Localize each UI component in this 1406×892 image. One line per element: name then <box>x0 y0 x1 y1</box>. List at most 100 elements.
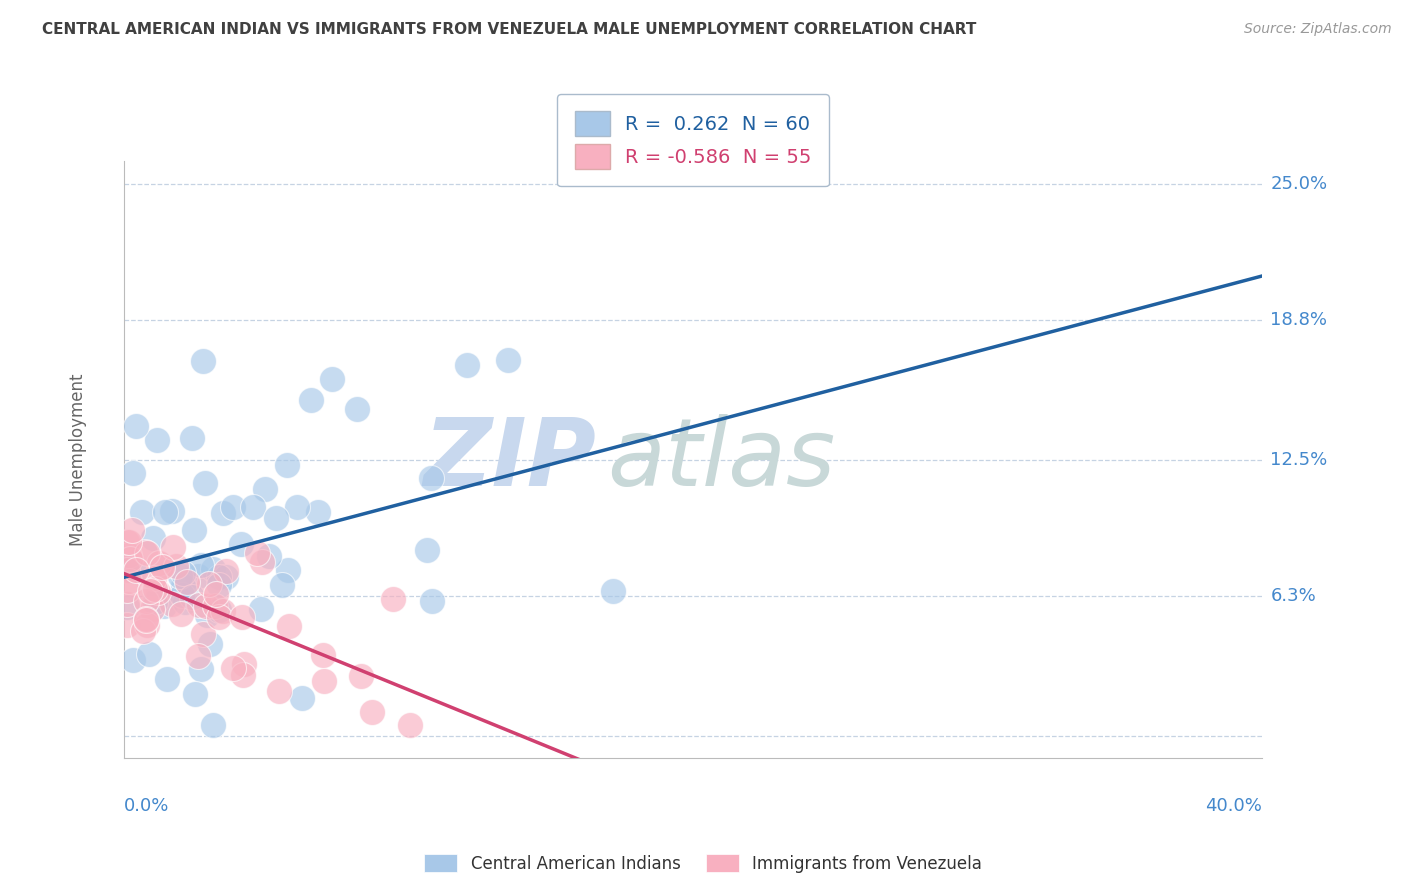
Point <box>266 511 288 525</box>
Text: 12.5%: 12.5% <box>1271 450 1327 468</box>
Point <box>174 595 197 609</box>
Point <box>205 586 228 600</box>
Point <box>215 565 238 579</box>
Point <box>115 597 138 611</box>
Point <box>420 594 443 608</box>
Point <box>190 558 212 572</box>
Point <box>117 549 139 563</box>
Point <box>232 668 254 682</box>
Point <box>194 599 217 613</box>
Point <box>207 609 229 624</box>
Point <box>207 603 229 617</box>
Point <box>115 617 138 632</box>
Point <box>420 470 443 484</box>
Point <box>346 402 368 417</box>
Point <box>231 537 253 551</box>
Point <box>120 552 142 566</box>
Point <box>138 583 160 598</box>
Point <box>276 458 298 472</box>
Point <box>201 717 224 731</box>
Point <box>135 612 157 626</box>
Point <box>290 691 312 706</box>
Point <box>150 560 173 574</box>
Point <box>277 619 299 633</box>
Point <box>115 563 138 577</box>
Point <box>181 590 204 604</box>
Point <box>165 559 187 574</box>
Point <box>143 570 166 584</box>
Point <box>184 687 207 701</box>
Point <box>183 524 205 538</box>
Point <box>277 563 299 577</box>
Text: 25.0%: 25.0% <box>1271 175 1327 193</box>
Point <box>142 531 165 545</box>
Point <box>259 549 281 563</box>
Legend: R =  0.262  N = 60, R = -0.586  N = 55: R = 0.262 N = 60, R = -0.586 N = 55 <box>557 94 830 186</box>
Point <box>312 674 335 689</box>
Point <box>204 599 226 614</box>
Point <box>602 584 624 599</box>
Text: Source: ZipAtlas.com: Source: ZipAtlas.com <box>1244 22 1392 37</box>
Text: 6.3%: 6.3% <box>1271 588 1316 606</box>
Point <box>208 578 231 592</box>
Point <box>118 574 141 588</box>
Point <box>214 570 236 584</box>
Point <box>169 568 191 582</box>
Point <box>131 505 153 519</box>
Point <box>242 500 264 515</box>
Point <box>254 483 277 497</box>
Point <box>191 626 214 640</box>
Point <box>115 583 138 598</box>
Point <box>250 602 273 616</box>
Text: CENTRAL AMERICAN INDIAN VS IMMIGRANTS FROM VENEZUELA MALE UNEMPLOYMENT CORRELATI: CENTRAL AMERICAN INDIAN VS IMMIGRANTS FR… <box>42 22 977 37</box>
Point <box>381 592 404 607</box>
Point <box>122 564 145 578</box>
Point <box>118 535 141 549</box>
Point <box>153 505 176 519</box>
Point <box>208 569 231 583</box>
Point <box>496 352 519 367</box>
Point <box>246 546 269 560</box>
Text: ZIP: ZIP <box>423 414 596 506</box>
Point <box>350 669 373 683</box>
Point <box>160 504 183 518</box>
Point <box>143 595 166 609</box>
Point <box>190 662 212 676</box>
Point <box>321 372 343 386</box>
Point <box>136 618 159 632</box>
Point <box>399 717 422 731</box>
Text: Male Unemployment: Male Unemployment <box>69 374 87 546</box>
Point <box>169 607 191 621</box>
Point <box>176 574 198 589</box>
Point <box>456 358 478 372</box>
Point <box>121 653 143 667</box>
Point <box>172 588 194 602</box>
Point <box>187 569 209 583</box>
Point <box>307 506 329 520</box>
Point <box>194 475 217 490</box>
Point <box>136 546 159 560</box>
Point <box>232 657 254 672</box>
Point <box>146 585 169 599</box>
Point <box>252 555 274 569</box>
Text: 18.8%: 18.8% <box>1271 311 1327 329</box>
Point <box>134 545 156 559</box>
Legend: Central American Indians, Immigrants from Venezuela: Central American Indians, Immigrants fro… <box>418 847 988 880</box>
Point <box>115 561 138 575</box>
Point <box>146 433 169 447</box>
Point <box>299 392 322 407</box>
Point <box>361 705 384 719</box>
Point <box>135 613 157 627</box>
Point <box>187 648 209 663</box>
Point <box>135 594 157 608</box>
Point <box>172 578 194 592</box>
Point <box>162 541 184 555</box>
Point <box>150 560 173 574</box>
Point <box>121 523 143 537</box>
Point <box>212 507 235 521</box>
Point <box>138 647 160 661</box>
Point <box>212 604 235 618</box>
Text: 0.0%: 0.0% <box>124 797 169 814</box>
Point <box>267 683 290 698</box>
Point <box>195 608 218 623</box>
